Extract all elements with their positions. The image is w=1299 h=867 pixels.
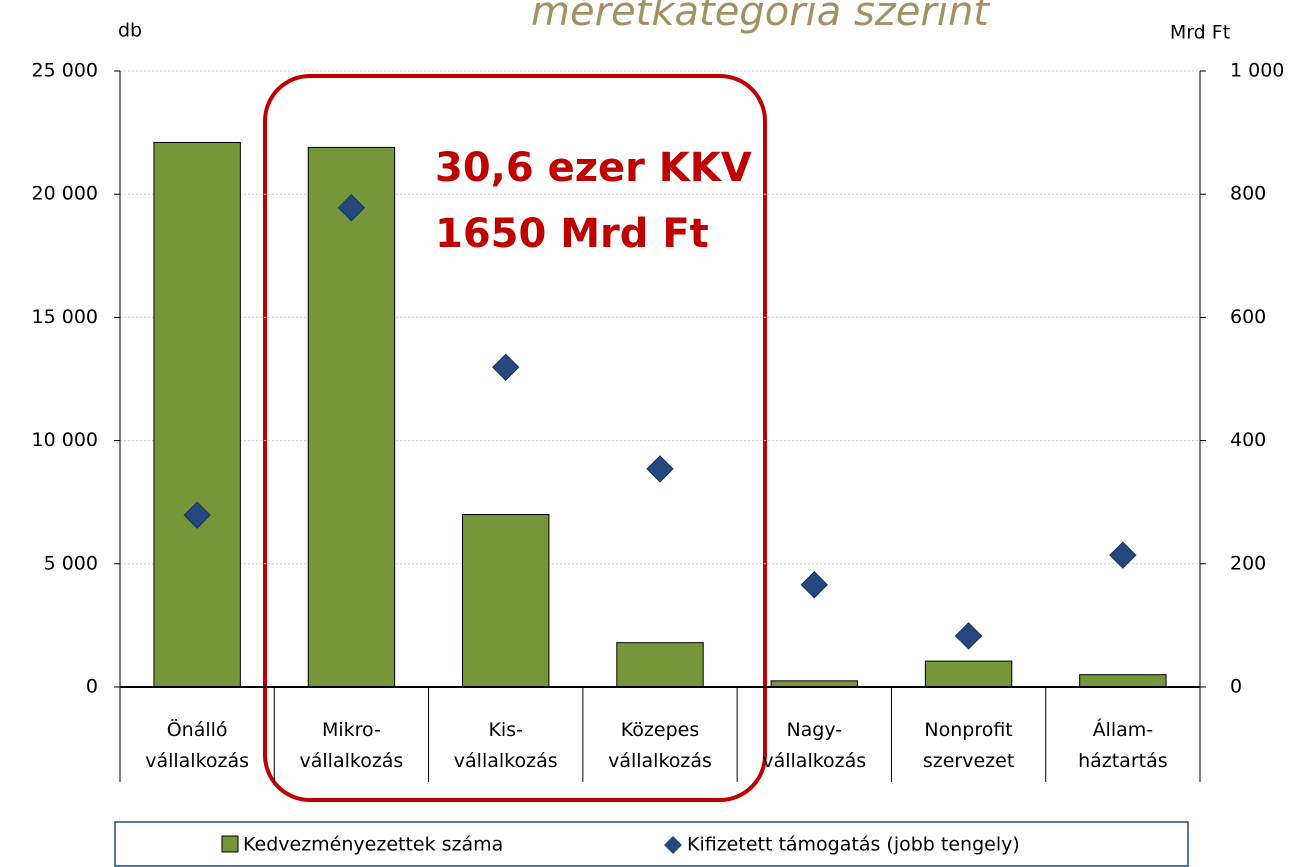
diamond-marker — [183, 501, 211, 529]
legend-swatch — [221, 835, 239, 853]
bar — [616, 642, 704, 688]
x-tick-line: vállalkozás — [145, 750, 249, 772]
bar — [924, 660, 1013, 688]
y-tick-label: 20 000 — [32, 183, 98, 205]
y-tick-label: 0 — [86, 676, 98, 698]
x-tick-label: Nagy-vállalkozás — [762, 719, 866, 772]
annotation: 30,6 ezer KKV — [435, 145, 752, 191]
x-tick-label: Önálló vállalkozás — [145, 718, 249, 772]
y-tick-label: 25 000 — [32, 60, 98, 82]
x-tick-line: vállalkozás — [454, 750, 558, 772]
x-tick-line: vállalkozás — [300, 750, 404, 772]
x-tick-line: Mikro- — [322, 719, 381, 741]
bar — [462, 514, 550, 688]
y-tick-label: 15 000 — [32, 306, 98, 328]
bar — [1079, 674, 1167, 688]
x-tick-label: Közepes vállalkozás — [608, 719, 712, 772]
x-tick-line: Állam- — [1093, 718, 1154, 741]
bar — [307, 146, 396, 688]
y2-tick-label: 800 — [1230, 183, 1266, 205]
diamond-marker — [646, 455, 674, 483]
diamond-marker — [1109, 541, 1137, 569]
diamond-marker — [492, 353, 520, 382]
x-tick-line: Nagy- — [786, 719, 842, 741]
annotation: 1650 Mrd Ft — [435, 211, 709, 257]
y2-tick-label: 400 — [1230, 429, 1266, 451]
x-tick-line: háztartás — [1078, 750, 1168, 772]
y2-tick-label: 600 — [1230, 306, 1266, 328]
x-tick-label: Kis-vállalkozás — [454, 719, 558, 772]
y2-tick-label: 200 — [1230, 552, 1266, 574]
y-tick-label: 10 000 — [32, 429, 98, 451]
diamond-marker — [337, 194, 366, 222]
x-tick-label: Állam-háztartás — [1078, 718, 1168, 772]
legend-label: Kedvezményezettek száma — [243, 834, 503, 856]
y2-tick-label: 0 — [1230, 676, 1242, 698]
x-tick-line: vállalkozás — [608, 750, 712, 772]
highlight-box — [263, 74, 767, 802]
x-tick-line: vállalkozás — [762, 750, 866, 772]
x-tick-line: Kis- — [488, 719, 523, 741]
x-tick-line: Nonprofit — [924, 719, 1012, 741]
diamond-marker — [954, 622, 983, 650]
legend — [114, 821, 1189, 867]
y2-tick-label: 1 000 — [1230, 60, 1284, 82]
chart-title: méretkategória szerint — [531, 0, 990, 35]
y-axis-label: db — [118, 20, 142, 42]
x-tick-line: szervezet — [923, 750, 1014, 772]
y-tick-label: 5 000 — [44, 552, 98, 574]
bar — [153, 141, 241, 688]
legend-label: Kifizetett támogatás (jobb tengely) — [687, 834, 1020, 856]
diamond-marker — [800, 571, 828, 599]
y2-axis-label: Mrd Ft — [1170, 22, 1230, 44]
x-tick-line: Közepes — [621, 719, 699, 741]
x-tick-label: Nonprofit szervezet — [923, 719, 1014, 772]
x-tick-line: Önálló — [167, 718, 228, 741]
legend-swatch — [664, 836, 682, 854]
x-tick-label: Mikro-vállalkozás — [300, 719, 404, 772]
